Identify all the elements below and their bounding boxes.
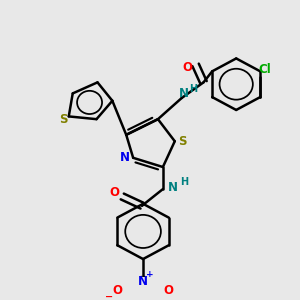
Text: N: N [138, 274, 148, 288]
Text: +: + [146, 270, 154, 279]
Text: H: H [190, 84, 198, 94]
Text: O: O [164, 284, 174, 297]
Text: H: H [181, 177, 189, 187]
Text: O: O [109, 186, 119, 199]
Text: S: S [60, 113, 68, 126]
Text: O: O [183, 61, 193, 74]
Text: N: N [168, 181, 178, 194]
Text: −: − [105, 292, 113, 300]
Text: N: N [120, 151, 130, 164]
Text: N: N [179, 87, 189, 100]
Text: Cl: Cl [259, 63, 272, 76]
Text: S: S [178, 135, 187, 148]
Text: O: O [112, 284, 122, 297]
